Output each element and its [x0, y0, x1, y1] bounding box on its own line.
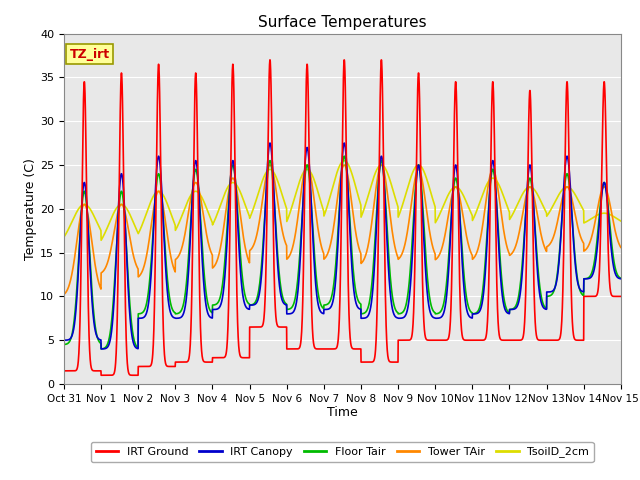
Y-axis label: Temperature (C): Temperature (C) [24, 158, 37, 260]
Text: TZ_irt: TZ_irt [70, 48, 109, 60]
Legend: IRT Ground, IRT Canopy, Floor Tair, Tower TAir, TsoilD_2cm: IRT Ground, IRT Canopy, Floor Tair, Towe… [91, 442, 594, 462]
X-axis label: Time: Time [327, 407, 358, 420]
Title: Surface Temperatures: Surface Temperatures [258, 15, 427, 30]
